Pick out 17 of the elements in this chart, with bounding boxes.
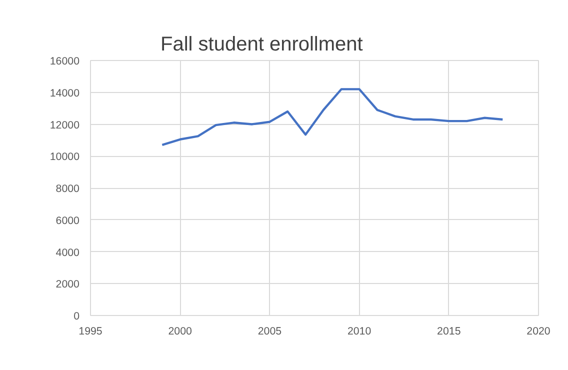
x-tick-label: 2020 [526,326,550,338]
x-tick-label: 2015 [437,326,461,338]
x-tick-label: 1995 [78,326,102,338]
y-tick-label: 14000 [50,87,80,100]
y-tick-label: 12000 [50,119,80,132]
line-series [161,88,504,146]
chart-title: Fall student enrollment [160,34,364,56]
x-tick-label: 2005 [258,326,282,338]
y-tick-label: 0 [74,310,80,322]
y-tick-label: 10000 [50,151,80,164]
y-tick-label: 16000 [50,56,80,68]
y-tick-label: 6000 [56,214,80,227]
y-tick-label: 2000 [56,278,80,291]
x-tick-label: 2000 [168,326,192,338]
y-tick-label: 4000 [56,246,80,259]
y-tick-label: 8000 [56,183,80,195]
x-tick-label: 2010 [347,326,372,338]
